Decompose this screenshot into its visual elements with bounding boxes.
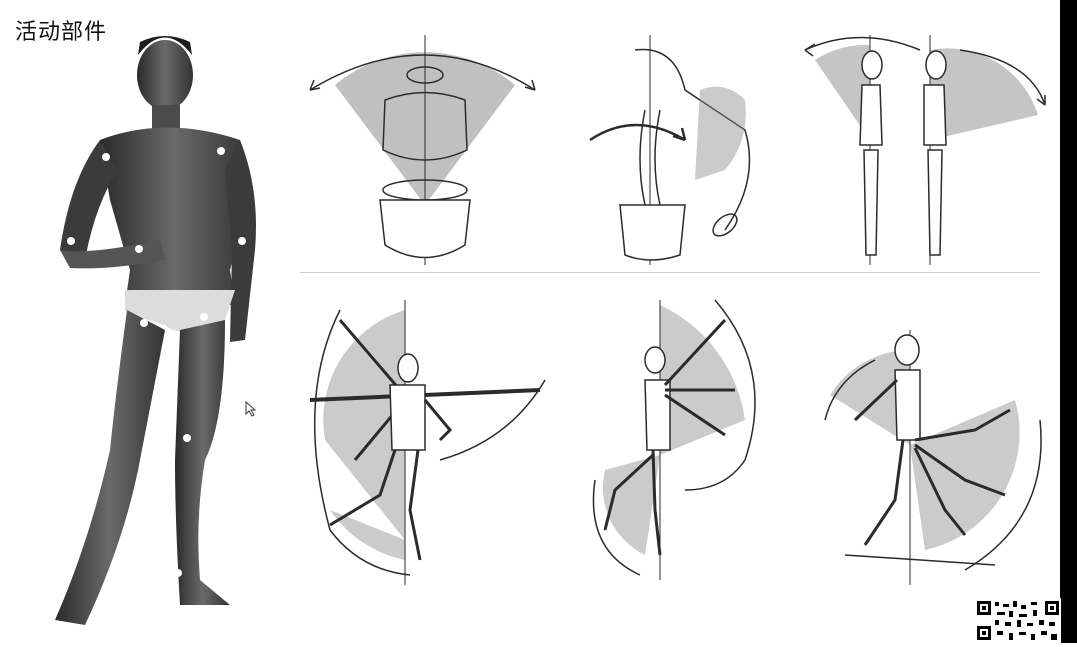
torso-rotation-sketch bbox=[305, 30, 545, 270]
arm-raise-sketch bbox=[585, 290, 775, 590]
bend-sketch bbox=[800, 30, 1055, 270]
torso-twist-sketch bbox=[575, 30, 775, 270]
joint-dot bbox=[57, 587, 65, 595]
window-edge-bar bbox=[1060, 0, 1077, 643]
joint-dot bbox=[67, 237, 75, 245]
photo-figure bbox=[30, 20, 280, 640]
joint-dot bbox=[238, 237, 246, 245]
leg-swing-sketch bbox=[815, 320, 1055, 590]
joint-dot bbox=[183, 434, 191, 442]
row-divider bbox=[300, 272, 1040, 273]
joint-dot bbox=[102, 153, 110, 161]
sketch-arm-rotation bbox=[300, 290, 560, 590]
qr-code-icon[interactable] bbox=[975, 598, 1061, 643]
sketch-bend-forward-back bbox=[800, 30, 1055, 270]
joint-dot bbox=[174, 569, 182, 577]
sketch-torso-rotation bbox=[305, 30, 545, 270]
sketch-arm-raise bbox=[585, 290, 775, 590]
joint-dot bbox=[217, 147, 225, 155]
human-figure-image bbox=[30, 20, 280, 640]
arm-rotation-sketch bbox=[300, 290, 560, 590]
joint-dot bbox=[135, 245, 143, 253]
sketch-leg-swing bbox=[815, 320, 1055, 590]
joint-dot bbox=[102, 442, 110, 450]
sketch-torso-twist bbox=[575, 30, 775, 270]
joint-dot bbox=[200, 313, 208, 321]
joint-dot bbox=[248, 320, 256, 328]
mouse-pointer-icon bbox=[245, 401, 257, 421]
joint-dot bbox=[140, 319, 148, 327]
